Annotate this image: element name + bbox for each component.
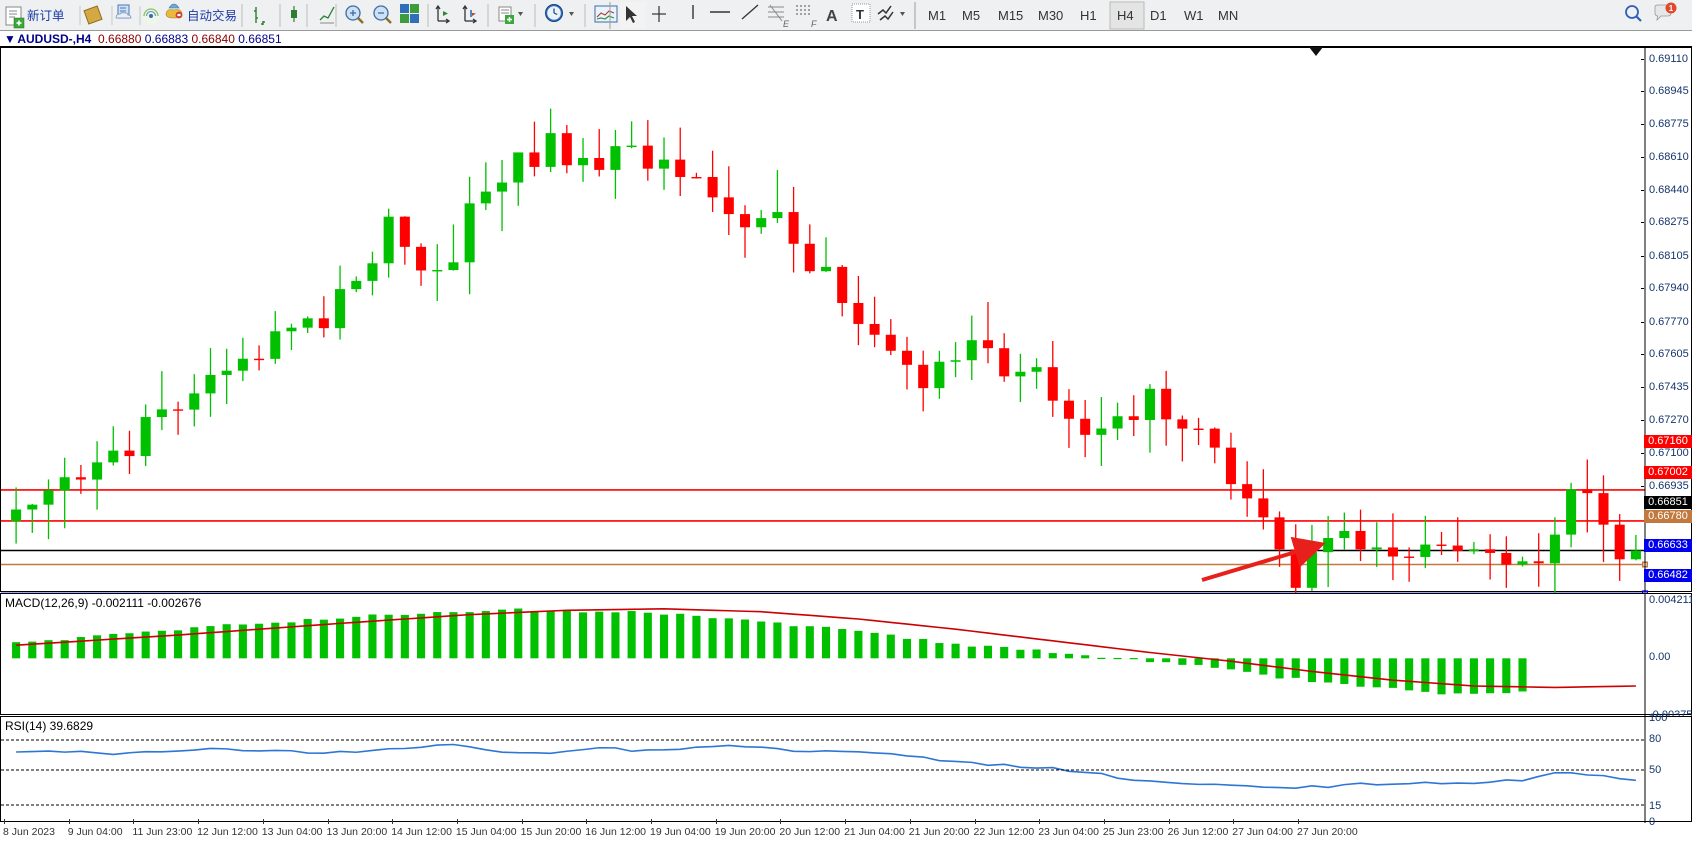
svg-text:W1: W1 (1184, 8, 1204, 23)
svg-text:自动交易: 自动交易 (187, 8, 237, 23)
svg-text:A: A (826, 8, 838, 25)
svg-text:1: 1 (1669, 4, 1674, 13)
svg-text:H4: H4 (1117, 8, 1134, 23)
svg-text:MN: MN (1218, 8, 1238, 23)
svg-text:M15: M15 (998, 8, 1023, 23)
svg-text:T: T (856, 7, 864, 22)
svg-text:F: F (811, 19, 817, 29)
svg-text:H1: H1 (1080, 8, 1097, 23)
svg-text:新订单: 新订单 (27, 8, 65, 23)
svg-text:M5: M5 (962, 8, 980, 23)
svg-text:M30: M30 (1038, 8, 1063, 23)
svg-text:D1: D1 (1150, 8, 1167, 23)
svg-text:M1: M1 (928, 8, 946, 23)
svg-text:E: E (783, 19, 790, 29)
